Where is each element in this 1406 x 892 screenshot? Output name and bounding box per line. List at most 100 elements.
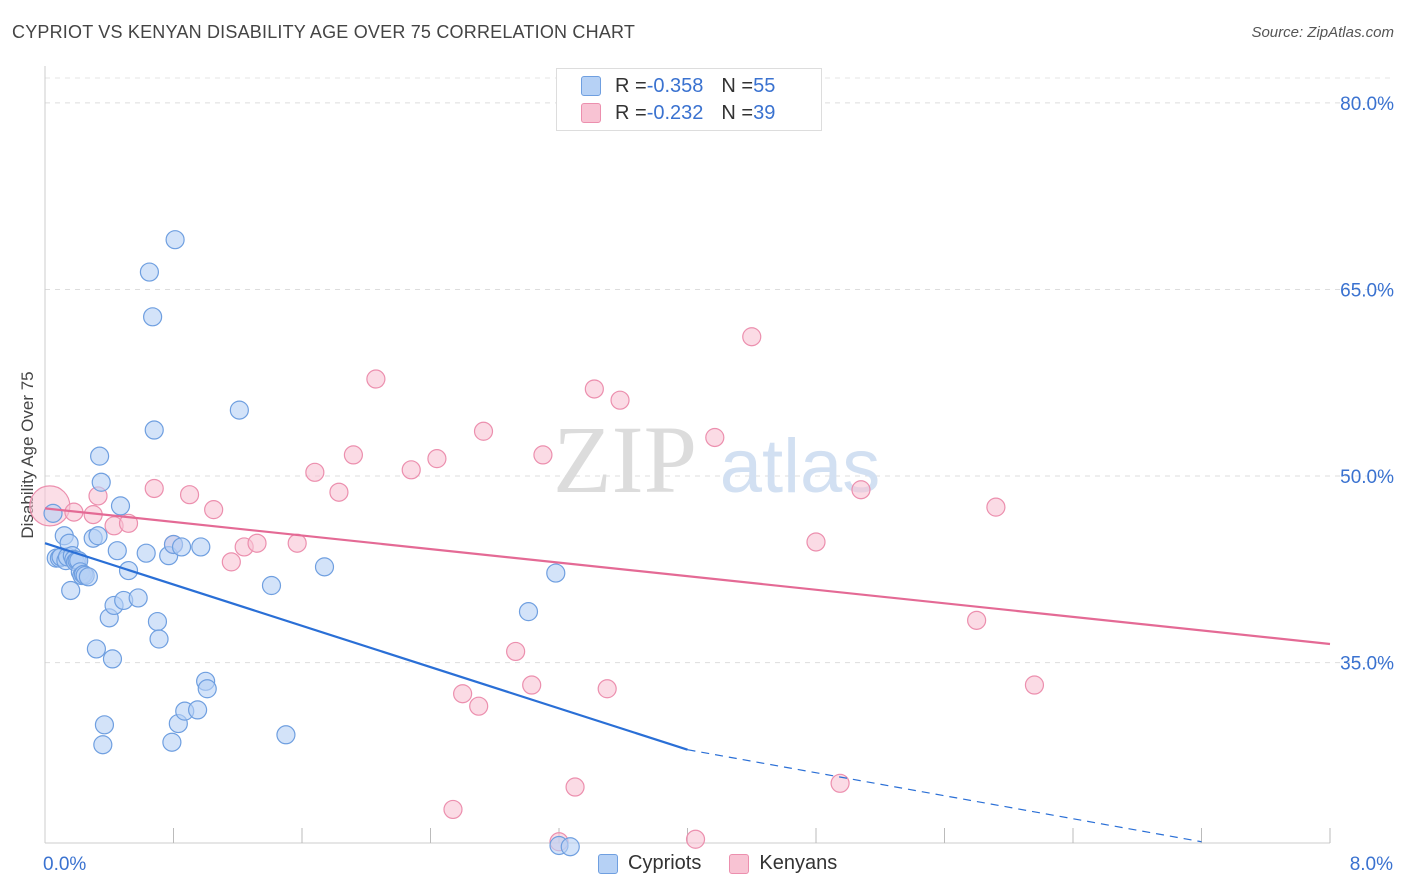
y-tick-label: 65.0% [1340,280,1394,301]
x-tick-label-max: 8.0% [1350,854,1393,875]
legend-row-cypriots: R = -0.358 N = 55 [581,74,775,98]
stats-legend: R = -0.358 N = 55 R = -0.232 N = 39 [556,68,822,131]
kenyans-point [851,480,871,500]
cypriots-point [144,420,164,440]
kenyans-point [584,379,604,399]
chart-title: CYPRIOT VS KENYAN DISABILITY AGE OVER 75… [12,22,636,42]
y-tick-label: 50.0% [1340,467,1394,488]
legend-item-kenyans[interactable]: Kenyans [729,852,837,875]
legend-n-value: 55 [753,74,776,97]
legend-r-value: -0.232 [646,101,704,124]
series-legend: Cypriots Kenyans [598,852,865,875]
kenyans-point [806,532,826,552]
kenyans-point [533,445,553,465]
cypriots-point [139,262,160,282]
cypriots-point [143,307,163,327]
cypriots-point [94,715,115,735]
cypriots-point [110,496,131,516]
legend-swatch-cypriots [581,76,601,96]
kenyans-point [366,369,386,389]
legend-row-kenyans: R = -0.232 N = 39 [581,101,775,125]
cypriots-point [78,567,98,587]
kenyans-point [565,777,585,797]
kenyans-point [453,684,473,704]
cypriots-point [61,580,81,601]
kenyans-point [967,610,987,630]
kenyans-point [305,462,325,482]
cypriots-point [86,639,107,659]
kenyans-point [610,390,630,410]
y-tick-label: 80.0% [1340,94,1394,115]
kenyans-point [179,485,200,505]
cypriots-point [90,446,110,466]
legend-swatch-cypriots [598,853,618,874]
cypriots-point [560,837,580,857]
cypriots-point [197,679,217,699]
trend-lines [44,507,1331,843]
cypriots-point [314,557,335,577]
cypriots-point [229,400,249,420]
cypriots-point [276,725,296,745]
kenyans-point [469,696,489,716]
kenyans-point [742,327,762,347]
kenyans-point [705,427,725,448]
source-label: Source: ZipAtlas.com [1251,24,1394,41]
legend-swatch-kenyans [729,853,750,874]
tick-labels: 35.0% 50.0% 65.0% 80.0% 0.0% 8.0% [43,94,1394,875]
kenyans-points [29,327,1045,852]
kenyans-point [986,497,1006,517]
cypriots-point [165,230,185,250]
cypriots-point [136,543,156,563]
kenyans-point [287,533,307,553]
legend-r-label: R = [615,101,647,124]
cypriots-point [162,732,182,752]
kenyans-point [343,445,363,465]
legend-n-value: 39 [753,101,776,124]
kenyans-point [118,513,139,533]
kenyans-point [597,679,617,699]
kenyans-point [443,799,463,820]
kenyans-point [685,829,706,849]
cypriots-point [191,537,211,557]
watermark-zip: ZIP [553,406,697,513]
cypriots-trend-line [44,542,688,751]
legend-swatch-kenyans [581,103,601,123]
kenyans-point [506,641,526,662]
kenyans-point [144,478,164,499]
kenyans-point [329,482,349,502]
cypriots-point [149,629,169,649]
cypriots-point [147,611,168,632]
kenyans-point [1024,675,1045,695]
gridlines [45,77,1395,664]
cypriots-point [91,472,111,492]
legend-item-cypriots[interactable]: Cypriots [598,852,701,875]
cypriots-point [93,735,113,755]
legend-n-label: N = [721,74,754,97]
cypriots-points [43,230,580,857]
cypriots-point [102,649,123,669]
legend-r-label: R = [615,74,647,97]
cypriots-point [107,541,127,561]
cypriots-point [187,700,208,720]
cypriots-point [546,563,566,583]
cypriots-point [261,575,282,596]
kenyans-point [221,552,241,572]
kenyans-trend-line [44,507,1331,646]
kenyans-point [401,460,421,480]
kenyans-point [427,449,447,469]
x-tick-label-min: 0.0% [43,854,86,875]
legend-label-cypriots: Cypriots [628,852,702,874]
cypriots-point [171,537,192,557]
legend-r-value: -0.358 [646,74,704,97]
watermark: ZIP atlas [553,406,880,513]
legend-label-kenyans: Kenyans [759,852,838,874]
kenyans-point [247,533,267,553]
kenyans-point [522,675,542,695]
kenyans-point [830,773,850,793]
y-tick-label: 35.0% [1340,654,1394,675]
cypriots-trend-extension [687,749,1202,843]
cypriots-point [518,602,539,622]
cypriots-point [128,588,148,608]
kenyans-point [204,500,224,520]
